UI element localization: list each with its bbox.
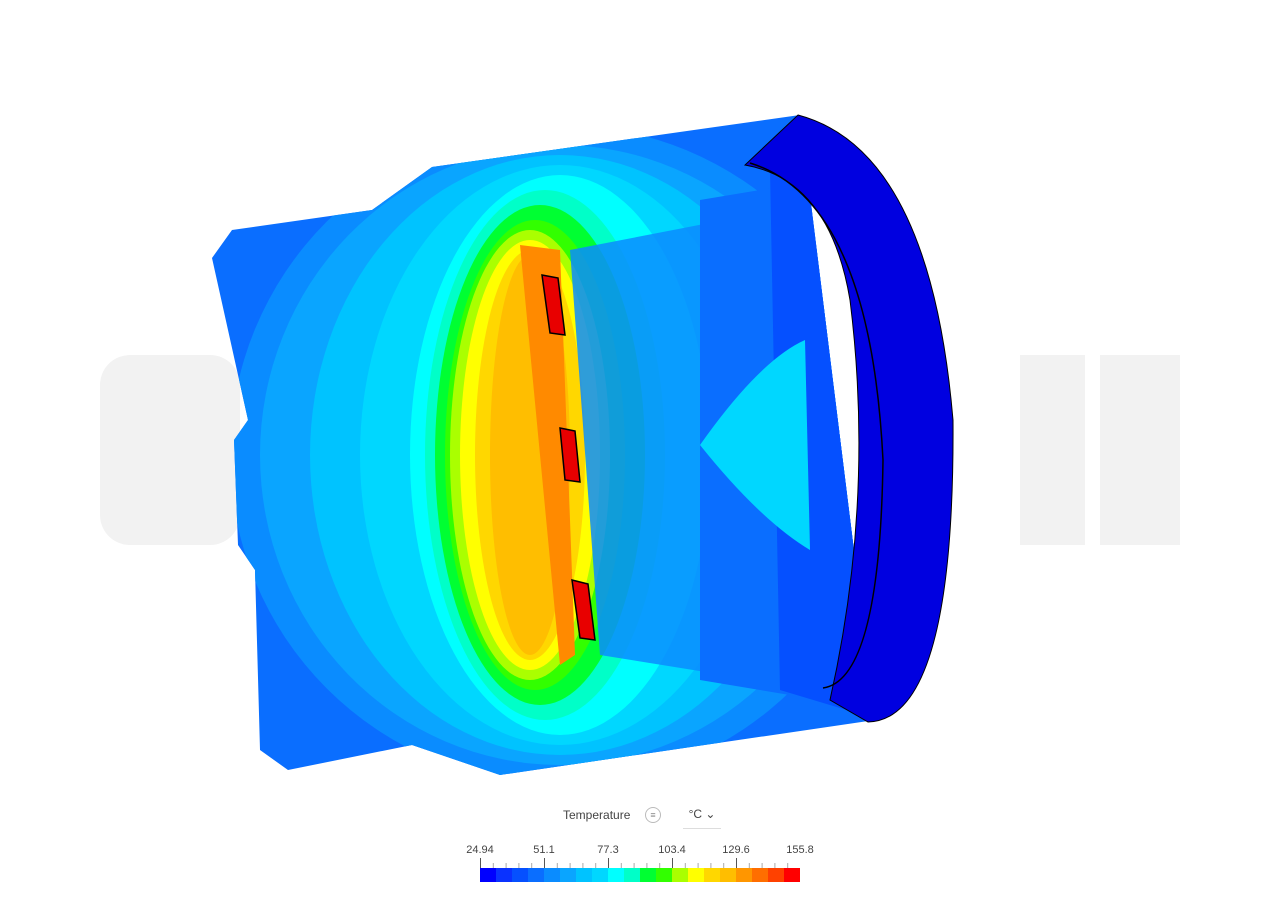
colorbar-bin	[512, 868, 528, 882]
colorbar-bin	[592, 868, 608, 882]
colorbar-bin	[640, 868, 656, 882]
colorbar-bin	[784, 868, 800, 882]
colorbar	[480, 868, 800, 882]
colorbar-bin	[608, 868, 624, 882]
colorbar-bin	[560, 868, 576, 882]
colorbar-bin	[768, 868, 784, 882]
colorbar-bin	[656, 868, 672, 882]
colorbar-bin	[752, 868, 768, 882]
colorbar-bin	[736, 868, 752, 882]
tick-label: 24.94	[466, 844, 494, 856]
tick-label: 77.3	[597, 844, 619, 856]
legend-title: Temperature	[563, 808, 631, 822]
watermark-logo	[100, 355, 1180, 545]
tick-label: 51.1	[533, 844, 555, 856]
list-icon[interactable]: ≡	[645, 807, 661, 823]
3d-viewport[interactable]	[0, 0, 1280, 790]
colorbar-bin	[496, 868, 512, 882]
chevron-down-icon: ⌄	[705, 807, 716, 821]
tick-label: 155.8	[786, 844, 814, 856]
unit-dropdown[interactable]: °C ⌄	[683, 806, 721, 829]
colorbar-bin	[688, 868, 704, 882]
heater-elements	[541, 274, 596, 641]
tick-label: 103.4	[658, 844, 686, 856]
colorbar-bin	[704, 868, 720, 882]
colorbar-bin	[480, 868, 496, 882]
colorbar-bin	[624, 868, 640, 882]
colorbar-bin	[576, 868, 592, 882]
color-legend: Temperature ≡ °C ⌄ 24.94 51.1 77.3 103.4…	[455, 800, 825, 890]
legend-tickmarks	[480, 858, 789, 868]
colorbar-bin	[528, 868, 544, 882]
unit-label: °C	[688, 807, 703, 821]
colorbar-bin	[672, 868, 688, 882]
colorbar-bin	[544, 868, 560, 882]
tick-label: 129.6	[722, 844, 750, 856]
colorbar-bin	[720, 868, 736, 882]
temperature-contour-model[interactable]	[0, 0, 1280, 790]
end-flange	[743, 114, 954, 723]
